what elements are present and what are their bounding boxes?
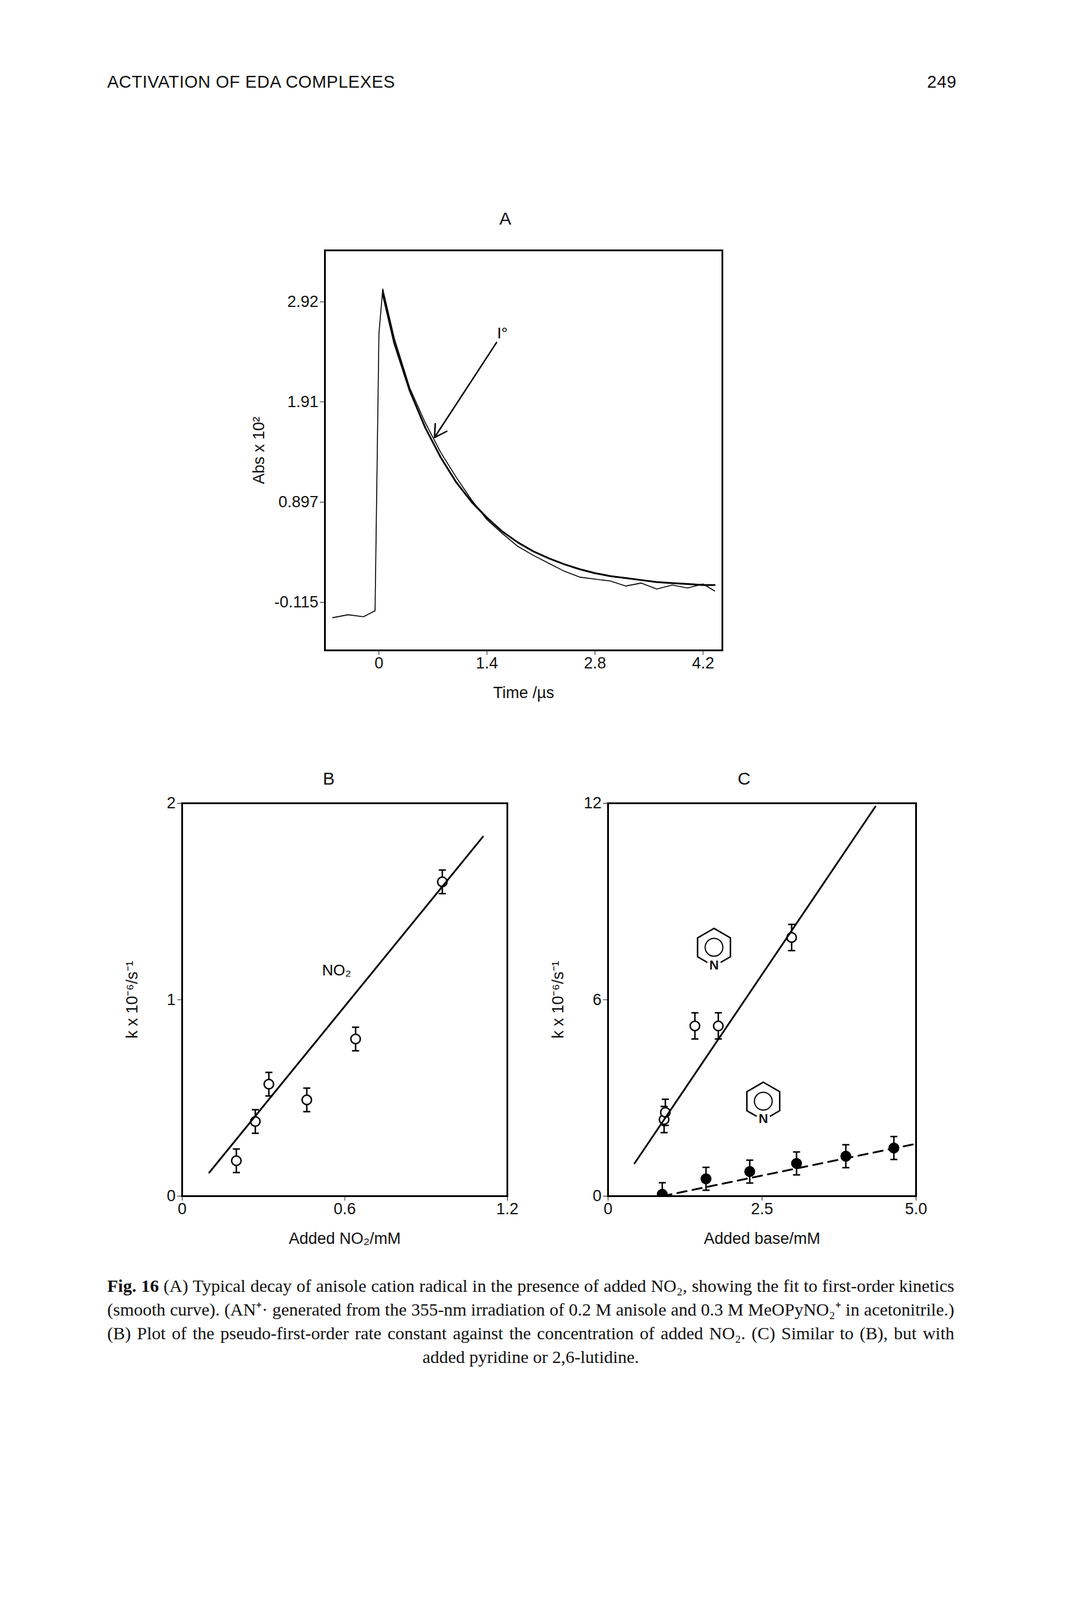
svg-text:2.8: 2.8 [584, 653, 607, 672]
svg-text:k x 10⁻⁶/s⁻¹: k x 10⁻⁶/s⁻¹ [549, 960, 567, 1038]
svg-text:0: 0 [592, 1186, 602, 1205]
svg-text:2.5: 2.5 [751, 1199, 774, 1218]
svg-text:0.6: 0.6 [333, 1199, 356, 1218]
svg-text:5.0: 5.0 [905, 1199, 928, 1218]
svg-text:0: 0 [374, 653, 384, 672]
html-text:ACTIVATION OF EDA COMPLEXES: ACTIVATION OF EDA COMPLEXES [107, 72, 396, 92]
html-text:A: A [499, 208, 512, 229]
svg-text:1.91: 1.91 [287, 392, 319, 411]
html-text:C: C [737, 768, 751, 788]
svg-text:0: 0 [603, 1199, 613, 1218]
svg-text:12: 12 [583, 793, 602, 812]
svg-text:0: 0 [166, 1186, 176, 1205]
svg-text:Time /µs: Time /µs [492, 683, 554, 702]
svg-text:k x 10⁻⁶/s⁻¹: k x 10⁻⁶/s⁻¹ [123, 960, 141, 1038]
svg-text:2.92: 2.92 [287, 292, 319, 311]
svg-text:N: N [758, 1110, 769, 1126]
svg-text:NO₂: NO₂ [322, 960, 352, 979]
svg-text:-0.115: -0.115 [274, 592, 319, 611]
html-text:Fig. 16 (A) Typical decay of a: Fig. 16 (A) Typical decay of anisole cat… [107, 1275, 955, 1366]
svg-text:0.897: 0.897 [278, 492, 319, 511]
svg-text:6: 6 [592, 990, 602, 1009]
svg-text:I°: I° [496, 324, 508, 342]
svg-text:4.2: 4.2 [691, 653, 715, 672]
html-text:B: B [322, 768, 335, 788]
svg-text:N: N [709, 957, 719, 973]
html-text:249: 249 [927, 72, 957, 92]
svg-text:0: 0 [177, 1199, 187, 1218]
svg-text:1.4: 1.4 [475, 653, 499, 672]
svg-text:1: 1 [166, 990, 176, 1009]
svg-text:1.2: 1.2 [496, 1199, 519, 1218]
svg-text:Abs x 10²: Abs x 10² [249, 416, 268, 484]
svg-text:2: 2 [166, 793, 176, 812]
svg-text:Added base/mM: Added base/mM [703, 1229, 821, 1247]
svg-text:Added NO₂/mM: Added NO₂/mM [288, 1229, 401, 1247]
